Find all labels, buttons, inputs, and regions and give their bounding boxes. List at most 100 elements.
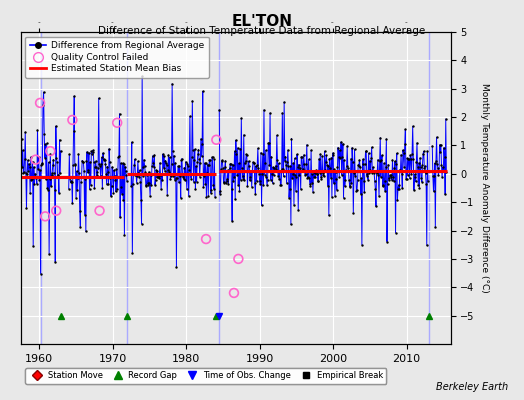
Point bbox=[261, 160, 269, 166]
Point bbox=[411, 178, 420, 184]
Point bbox=[85, 186, 94, 192]
Point bbox=[386, 172, 394, 178]
Point bbox=[68, 200, 77, 207]
Point bbox=[312, 167, 320, 174]
Point bbox=[307, 147, 315, 154]
Point bbox=[158, 177, 167, 183]
Point bbox=[337, 139, 345, 145]
Point bbox=[283, 159, 291, 165]
Point bbox=[442, 169, 451, 175]
Point bbox=[170, 152, 178, 159]
Point bbox=[45, 159, 53, 166]
Point bbox=[362, 148, 370, 154]
Point bbox=[333, 164, 342, 170]
Point bbox=[364, 150, 373, 156]
Point bbox=[85, 150, 93, 156]
Point bbox=[279, 166, 287, 172]
Point bbox=[273, 157, 281, 164]
Point bbox=[377, 174, 385, 180]
Point bbox=[105, 146, 113, 152]
Point bbox=[76, 224, 84, 230]
Point bbox=[54, 172, 62, 178]
Point bbox=[174, 179, 183, 186]
Point bbox=[229, 178, 237, 184]
Point bbox=[418, 161, 427, 168]
Point bbox=[83, 169, 92, 176]
Point bbox=[345, 183, 354, 189]
Point bbox=[279, 173, 288, 180]
Point bbox=[342, 163, 351, 169]
Point bbox=[21, 129, 29, 135]
Point bbox=[151, 182, 159, 188]
Point bbox=[64, 185, 73, 192]
Point bbox=[19, 170, 28, 176]
Point bbox=[227, 186, 236, 192]
Point bbox=[410, 187, 418, 193]
Point bbox=[358, 161, 367, 168]
Point bbox=[137, 197, 145, 203]
Point bbox=[20, 169, 28, 175]
Point bbox=[217, 158, 226, 164]
Point bbox=[276, 168, 284, 174]
Point bbox=[236, 177, 245, 183]
Point bbox=[335, 174, 343, 180]
Point bbox=[415, 184, 423, 191]
Point bbox=[155, 172, 163, 179]
Point bbox=[149, 164, 158, 170]
Point bbox=[79, 159, 88, 166]
Point bbox=[307, 183, 315, 189]
Point bbox=[92, 164, 101, 170]
Point bbox=[136, 179, 145, 186]
Point bbox=[113, 120, 122, 126]
Point bbox=[362, 148, 370, 155]
Point bbox=[32, 175, 40, 181]
Point bbox=[435, 168, 443, 174]
Point bbox=[222, 180, 230, 186]
Point bbox=[114, 154, 123, 160]
Point bbox=[254, 145, 262, 152]
Text: Berkeley Earth: Berkeley Earth bbox=[436, 382, 508, 392]
Point bbox=[430, 173, 438, 180]
Point bbox=[101, 160, 110, 167]
Point bbox=[297, 154, 305, 160]
Point bbox=[106, 175, 115, 182]
Point bbox=[160, 153, 168, 159]
Point bbox=[337, 172, 346, 178]
Point bbox=[374, 172, 383, 178]
Point bbox=[138, 73, 146, 80]
Point bbox=[282, 162, 290, 168]
Point bbox=[253, 162, 261, 168]
Point bbox=[49, 156, 58, 163]
Point bbox=[69, 128, 78, 134]
Point bbox=[418, 178, 426, 185]
Point bbox=[65, 151, 73, 158]
Point bbox=[95, 208, 104, 214]
Point bbox=[227, 161, 235, 168]
Point bbox=[199, 184, 208, 191]
Point bbox=[282, 180, 291, 186]
Point bbox=[48, 170, 57, 176]
Point bbox=[152, 167, 160, 173]
Point bbox=[207, 187, 215, 193]
Point bbox=[228, 218, 236, 224]
Point bbox=[119, 160, 128, 167]
Point bbox=[111, 173, 119, 179]
Point bbox=[152, 174, 161, 181]
Point bbox=[265, 140, 273, 146]
Point bbox=[205, 157, 214, 164]
Point bbox=[36, 100, 44, 106]
Point bbox=[442, 116, 450, 122]
Point bbox=[181, 177, 189, 183]
Point bbox=[110, 167, 118, 173]
Point bbox=[252, 163, 260, 169]
Point bbox=[381, 164, 390, 170]
Point bbox=[43, 186, 52, 193]
Point bbox=[30, 164, 38, 170]
Point bbox=[343, 143, 352, 150]
Point bbox=[25, 161, 33, 167]
Point bbox=[140, 162, 149, 169]
Point bbox=[353, 187, 361, 194]
Point bbox=[196, 160, 204, 166]
Point bbox=[167, 173, 175, 180]
Point bbox=[180, 164, 189, 171]
